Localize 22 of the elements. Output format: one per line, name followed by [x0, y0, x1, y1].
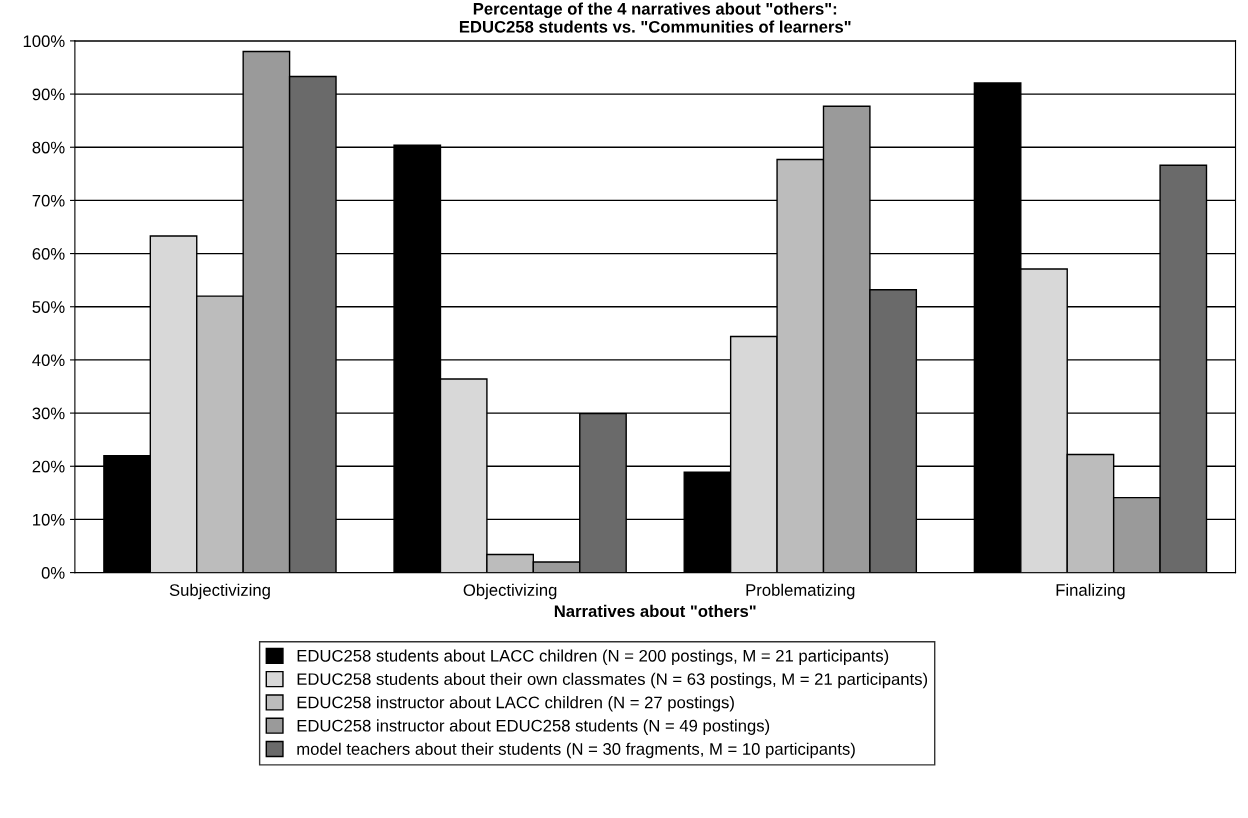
y-tick-label: 0%: [41, 567, 65, 579]
x-tick-label: Subjectivizing: [169, 583, 270, 600]
legend-label: EDUC258 students about their own classmates (N = 63 postings, M = 21 participants): [297, 672, 928, 689]
y-tick-label: 40%: [32, 354, 65, 367]
x-axis-title: Narratives about "others": [554, 604, 756, 618]
y-tick-label: 50%: [32, 301, 65, 313]
y-tick-label: 100%: [23, 35, 65, 48]
y-tick-label: 30%: [32, 407, 65, 420]
legend-label: EDUC258 instructor about EDUC258 students (N = 49 postings): [297, 719, 770, 735]
y-tick-label: 20%: [32, 460, 65, 473]
legend-label: model teachers about their students (N = 30 fragments, M = 10 participants): [297, 742, 855, 759]
y-tick-label: 80%: [32, 141, 65, 154]
chart-title: Percentage of the 4 narratives about "others": EDUC258 students vs. "Communities of learners": [459, 2, 851, 33]
y-tick-label: 60%: [32, 247, 65, 260]
x-tick-label: Objectivizing: [463, 583, 557, 600]
x-tick-label: Problematizing: [746, 583, 855, 600]
x-tick-label: Finalizing: [1056, 583, 1125, 600]
legend-label: EDUC258 instructor about LACC children (N = 27 postings): [297, 696, 734, 712]
legend-label: EDUC258 students about LACC children (N = 200 postings, M = 21 participants): [297, 649, 889, 666]
y-tick-label: 90%: [32, 88, 65, 101]
y-tick-label: 10%: [33, 513, 65, 526]
y-tick-label: 70%: [32, 194, 65, 207]
